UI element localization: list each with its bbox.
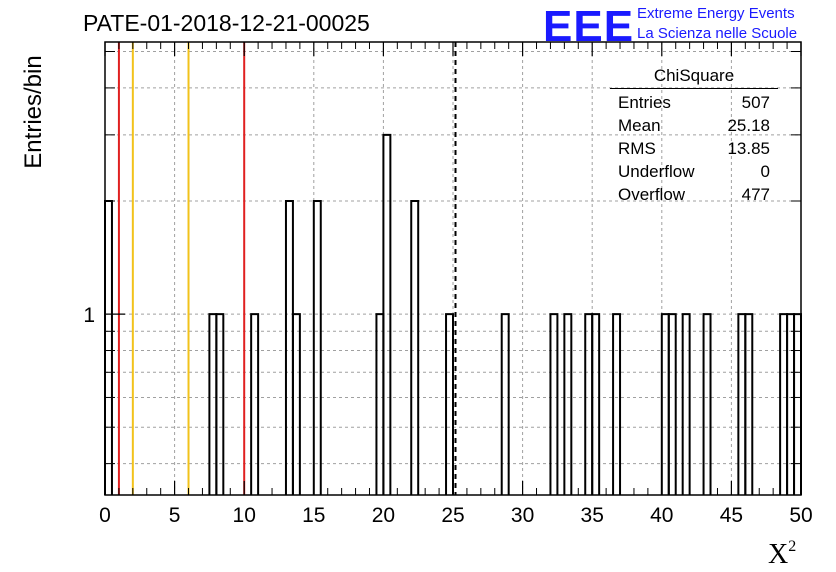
y-axis-label: Entries/bin: [20, 55, 47, 169]
histogram-bin: [612, 313, 622, 495]
histogram-bin: [284, 200, 294, 495]
x-tick-label: 40: [650, 504, 673, 527]
histogram-bin: [793, 313, 802, 495]
x-tick-label: 30: [511, 504, 534, 527]
logo-caption: Extreme Energy Events La Scienza nelle S…: [637, 4, 797, 44]
x-tick-label: 25: [441, 504, 464, 527]
tick-labels: 0 5 10 15 20 25 30 35 40 45 50 1: [83, 304, 812, 527]
x-tick-label: 15: [302, 504, 325, 527]
x-tick-label: 35: [581, 504, 604, 527]
stats-box: ChiSquare Entries 507 Mean 25.18 RMS 13.…: [610, 66, 778, 206]
histogram-bin: [291, 313, 301, 495]
x-tick-label: 5: [169, 504, 181, 527]
histogram-bin: [445, 313, 454, 495]
stats-title: ChiSquare: [610, 66, 778, 89]
stats-label: Mean: [618, 116, 661, 135]
stats-value: 13.85: [727, 139, 770, 158]
x-axis-label-superscript: 2: [788, 538, 797, 555]
x-tick-label: 20: [372, 504, 395, 527]
stats-label: Underflow: [618, 162, 695, 181]
histogram-bin: [681, 313, 691, 495]
histogram-bin: [104, 200, 113, 495]
x-tick-label: 45: [720, 504, 743, 527]
x-tick-label: 0: [99, 504, 111, 527]
histogram-bin: [563, 313, 573, 495]
histogram-bin: [250, 313, 260, 495]
x-axis-label-symbol: X: [768, 539, 789, 570]
stats-label: RMS: [618, 139, 656, 158]
x-tick-label: 50: [789, 504, 812, 527]
histogram-bin: [667, 313, 677, 495]
x-tick-label: 10: [233, 504, 256, 527]
stats-row-entries: Entries 507: [610, 91, 778, 114]
stats-value: 0: [760, 162, 770, 181]
histogram-bars: [104, 133, 802, 495]
x-axis-label: X2: [768, 538, 796, 571]
logo-caption-line1: Extreme Energy Events: [637, 5, 795, 22]
histogram-bin: [591, 313, 601, 495]
stats-row-mean: Mean 25.18: [610, 114, 778, 137]
eee-logo: EEE: [543, 2, 635, 51]
histogram-bin: [584, 313, 594, 495]
histogram-bin: [500, 313, 510, 495]
histogram-bin: [312, 200, 322, 495]
histogram-bin: [375, 313, 385, 495]
stats-label: Entries: [618, 93, 671, 112]
histogram-bin: [215, 313, 225, 495]
stats-row-underflow: Underflow 0: [610, 160, 778, 183]
histogram-bin: [702, 313, 712, 495]
histogram-bin: [382, 133, 392, 495]
logo-caption-line2: La Scienza nelle Scuole: [637, 25, 798, 42]
stats-value: 507: [741, 93, 770, 112]
stats-value: 25.18: [727, 116, 770, 135]
histogram-bin: [737, 313, 747, 495]
reference-lines: [117, 42, 457, 495]
stats-label: Overflow: [618, 185, 686, 204]
stats-row-overflow: Overflow 477: [610, 183, 778, 206]
y-tick-label: 1: [83, 304, 95, 327]
stats-value: 477: [741, 185, 770, 204]
histogram-bin: [660, 313, 670, 495]
histogram-bin: [779, 313, 789, 495]
histogram-bin: [744, 313, 754, 495]
histogram-bin: [786, 313, 796, 495]
histogram-bin: [410, 200, 420, 495]
chart-title: PATE-01-2018-12-21-00025: [83, 10, 370, 36]
axis-ticks: [104, 42, 802, 495]
stats-row-rms: RMS 13.85: [610, 137, 778, 160]
histogram-bin: [208, 313, 218, 495]
histogram-bin: [549, 313, 559, 495]
